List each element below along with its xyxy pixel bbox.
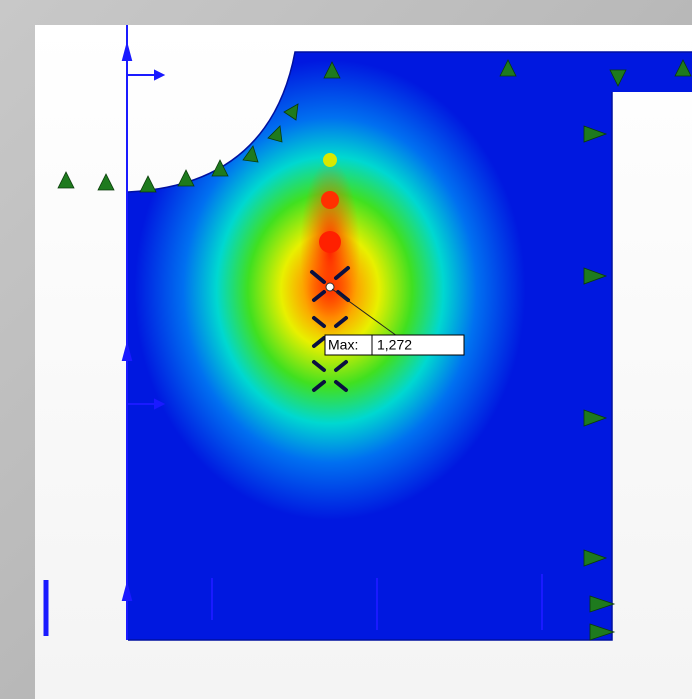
page: Max: 1,272 (() => { const data = JSON.pa… bbox=[0, 0, 692, 699]
simulation-view: Max: 1,272 bbox=[0, 0, 692, 699]
max-label: Max: bbox=[328, 337, 358, 353]
max-value: 1,272 bbox=[377, 337, 412, 353]
